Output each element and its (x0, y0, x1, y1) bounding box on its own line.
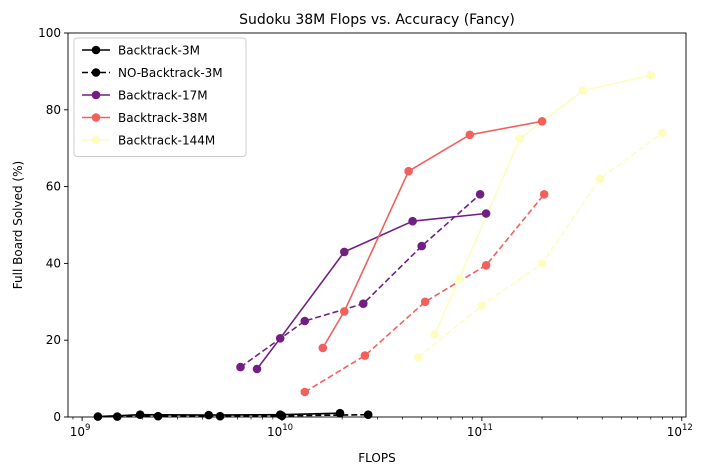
legend-label-4: Backtrack-144M (118, 134, 215, 148)
series-5-point-4 (539, 190, 549, 199)
series-5-point-2 (420, 297, 430, 307)
series-2-line (256, 212, 487, 370)
series-7-point-3 (595, 174, 605, 184)
series-5-point-0 (300, 387, 310, 397)
series-2-point-2 (340, 247, 349, 257)
legend-marker-4 (91, 135, 101, 145)
series-3-line (240, 193, 481, 368)
y-axis: 0 20 40 60 80 100 (38, 26, 68, 424)
series-6-point-1 (454, 274, 464, 284)
series-0-point-2 (204, 410, 213, 420)
series-6-point-3 (578, 86, 588, 95)
x-axis-label: FLOPS (358, 451, 395, 465)
legend-label-0: Backtrack-3M (118, 44, 200, 58)
legend-marker-3 (91, 113, 101, 122)
series-7-point-1 (477, 301, 487, 310)
legend-marker-0 (91, 45, 101, 55)
series-7-point-2 (537, 259, 547, 268)
x-tick-label-0: 109 (70, 423, 91, 439)
series-3-point-3 (417, 241, 427, 251)
series-7-point-0 (413, 353, 423, 362)
y-axis-label: Full Board Solved (%) (11, 161, 25, 289)
series-4-point-4 (537, 117, 547, 126)
series-6-point-4 (646, 70, 656, 80)
series-4-point-3 (465, 130, 475, 140)
series-2-point-0 (252, 364, 262, 374)
series-2-point-1 (275, 334, 285, 343)
series-5-point-1 (360, 351, 370, 360)
x-tick-label-1: 1010 (267, 423, 293, 439)
series-7-line (417, 132, 663, 359)
legend-marker-1 (91, 68, 101, 77)
series-5-point-3 (481, 261, 491, 270)
x-tick-label-3: 1012 (667, 423, 693, 439)
x-axis: 109 1010 1011 1012 (70, 417, 693, 439)
legend-label-1: NO-Backtrack-3M (118, 66, 223, 80)
series-4-point-1 (340, 307, 349, 316)
series-1-point-1 (153, 411, 163, 421)
series-2-point-4 (481, 209, 491, 218)
y-tick-label-5: 100 (38, 26, 61, 40)
legend-marker-2 (91, 90, 101, 100)
series-1-point-4 (363, 410, 373, 420)
series-0-point-1 (135, 410, 145, 420)
series-6-line (433, 74, 651, 335)
series-4-line (322, 120, 543, 349)
plot-frame (67, 32, 687, 418)
legend-box (73, 37, 247, 157)
series-3-point-2 (359, 299, 368, 309)
series-4-point-2 (404, 166, 413, 176)
series-4-point-0 (318, 343, 328, 353)
series-2-point-3 (408, 216, 417, 226)
series-3-point-4 (475, 190, 485, 199)
x-tick-label-2: 1011 (467, 423, 493, 439)
y-tick-label-1: 20 (46, 333, 61, 347)
series-6-point-2 (515, 134, 525, 143)
legend-label-2: Backtrack-17M (118, 89, 208, 103)
series-3-point-1 (300, 316, 310, 326)
series-1-point-2 (215, 411, 225, 421)
y-tick-label-4: 80 (46, 103, 61, 117)
legend: Backtrack-3M NO-Backtrack-3M Backtrack-17M… (73, 37, 247, 157)
series-3-point-0 (236, 362, 245, 372)
y-tick-label-3: 60 (46, 180, 61, 194)
series-0-point-4 (335, 408, 345, 418)
series-6-point-0 (430, 330, 439, 339)
series-1-point-3 (277, 411, 287, 421)
series-7-point-4 (658, 128, 667, 138)
y-tick-label-0: 0 (53, 410, 61, 424)
legend-label-3: Backtrack-38M (118, 111, 208, 125)
chart-title: Sudoku 38M Flops vs. Accuracy (Fancy) (239, 12, 515, 28)
y-tick-label-2: 40 (46, 256, 61, 270)
series-5-line (304, 193, 545, 393)
